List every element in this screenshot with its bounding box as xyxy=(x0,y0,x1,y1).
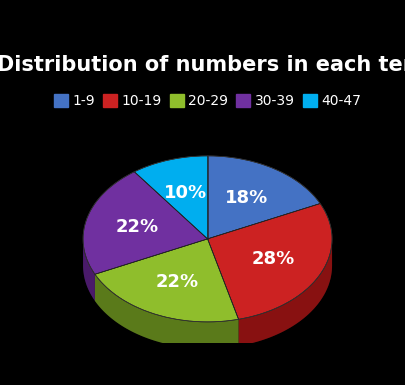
Text: 18%: 18% xyxy=(225,189,268,207)
Polygon shape xyxy=(95,239,239,322)
Polygon shape xyxy=(207,156,320,239)
Polygon shape xyxy=(83,172,207,274)
Legend: 1-9, 10-19, 20-29, 30-39, 40-47: 1-9, 10-19, 20-29, 30-39, 40-47 xyxy=(49,89,366,114)
Text: 22%: 22% xyxy=(116,218,159,236)
Text: 22%: 22% xyxy=(155,273,198,291)
Text: Distribution of numbers in each ten: Distribution of numbers in each ten xyxy=(0,55,405,75)
Polygon shape xyxy=(95,274,239,348)
Polygon shape xyxy=(134,156,207,239)
Text: 10%: 10% xyxy=(164,184,207,202)
Ellipse shape xyxy=(83,182,332,348)
Polygon shape xyxy=(207,204,332,319)
Polygon shape xyxy=(83,239,95,301)
Text: 28%: 28% xyxy=(251,250,294,268)
Polygon shape xyxy=(239,239,332,346)
